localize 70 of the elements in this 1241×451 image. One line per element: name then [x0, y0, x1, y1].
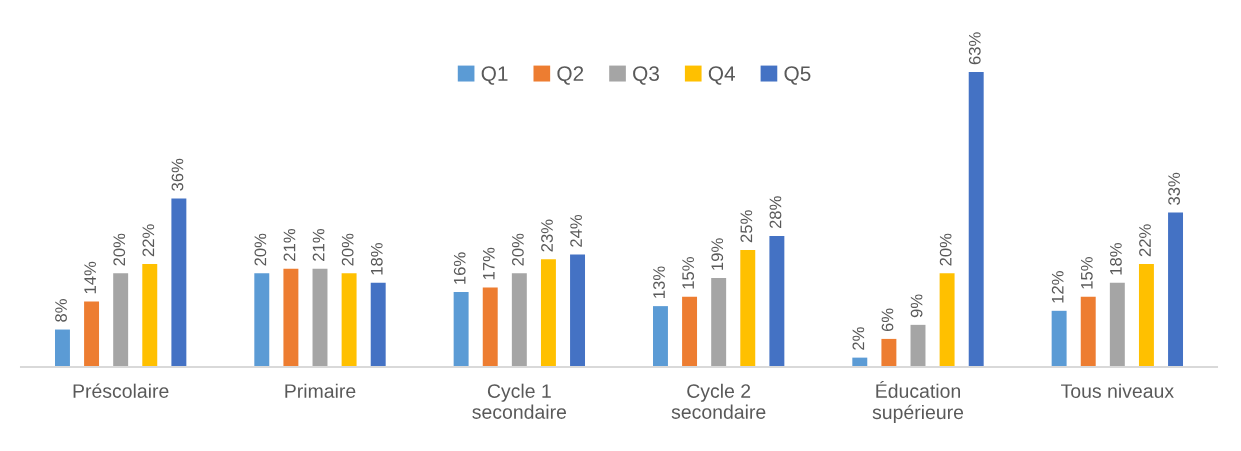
- bar: [370, 282, 386, 367]
- bar: [142, 263, 158, 367]
- data-label: 63%: [968, 32, 981, 65]
- data-label: 33%: [1168, 172, 1181, 205]
- x-tick-label: Préscolaire: [73, 383, 169, 398]
- bar: [482, 287, 498, 367]
- bar: [1109, 282, 1125, 367]
- bar: [540, 259, 556, 367]
- data-label: 20%: [939, 233, 952, 266]
- bar: [511, 273, 527, 367]
- data-label: 28%: [769, 196, 782, 229]
- x-tick-label: Primaire: [285, 383, 356, 398]
- bar: [283, 268, 299, 367]
- data-label: 21%: [312, 228, 325, 261]
- data-label: 18%: [1110, 243, 1122, 275]
- bar: [254, 273, 270, 367]
- legend-label: Q5: [784, 66, 811, 85]
- data-label: 8%: [55, 299, 67, 322]
- bar: [682, 296, 698, 367]
- bar: [1138, 263, 1154, 367]
- data-label: 19%: [711, 238, 724, 270]
- data-label: 20%: [254, 233, 267, 266]
- legend-label: Q4: [708, 66, 735, 85]
- data-label: 20%: [113, 233, 126, 266]
- legend-label: Q2: [557, 66, 584, 85]
- bar: [1168, 212, 1184, 367]
- bar: [54, 329, 70, 367]
- data-label: 21%: [283, 228, 296, 261]
- bar: [968, 72, 984, 367]
- data-label: 6%: [881, 308, 894, 332]
- bar: [1051, 310, 1067, 367]
- data-label: 22%: [142, 224, 155, 257]
- bar: [881, 338, 897, 367]
- bar: [652, 306, 668, 367]
- data-label: 20%: [512, 233, 524, 266]
- bar: [740, 249, 756, 367]
- bar: [341, 273, 357, 367]
- data-label: 15%: [1080, 257, 1093, 289]
- bar: [113, 273, 129, 367]
- bar: [910, 324, 926, 367]
- data-label: 16%: [453, 252, 466, 284]
- data-label: 25%: [740, 210, 753, 243]
- data-label: 2%: [852, 327, 865, 350]
- bar: [1080, 296, 1096, 367]
- x-tick-label: Tous niveaux: [1061, 383, 1174, 398]
- bar: [312, 268, 328, 367]
- bar: [453, 292, 469, 367]
- data-label: 14%: [84, 261, 96, 294]
- data-label: 15%: [682, 257, 695, 289]
- data-label: 20%: [341, 233, 354, 266]
- x-tick-label: Cycle 2 secondaire: [671, 383, 766, 419]
- data-label: 12%: [1051, 271, 1064, 303]
- data-label: 23%: [541, 219, 553, 252]
- data-label: 9%: [910, 294, 923, 318]
- data-label: 13%: [653, 266, 665, 298]
- data-label: 17%: [482, 247, 495, 280]
- legend-label: Q1: [481, 66, 508, 85]
- data-label: 22%: [1139, 224, 1151, 257]
- bar: [939, 273, 955, 367]
- legend-label: Q3: [633, 66, 659, 85]
- bar: [171, 198, 187, 367]
- x-tick-label: Éducation supérieure: [872, 380, 964, 424]
- bar: [769, 235, 785, 367]
- data-label: 18%: [370, 243, 383, 275]
- x-tick-label: Cycle 1 secondaire: [472, 383, 567, 419]
- data-label: 24%: [570, 214, 582, 247]
- bar: [711, 278, 727, 367]
- bar: [84, 301, 100, 367]
- bar: [570, 254, 586, 367]
- data-label: 36%: [171, 158, 184, 191]
